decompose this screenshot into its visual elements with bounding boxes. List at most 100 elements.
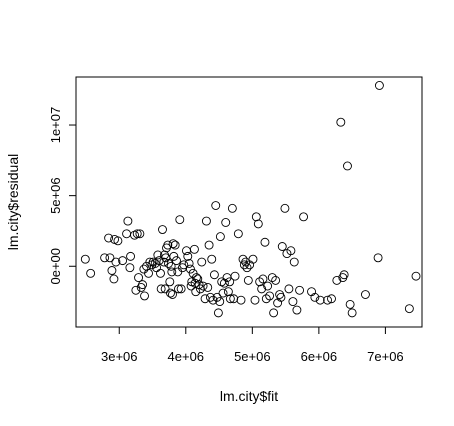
data-point [164,258,173,268]
data-point [134,273,143,283]
data-point [100,253,110,263]
data-point [86,268,96,278]
data-point [339,270,349,280]
data-point [225,294,235,304]
y-axis: 0e+00 5e+06 1e+07 [48,107,77,285]
data-point [130,230,140,240]
data-point [213,308,223,318]
data-point [122,229,132,239]
data-point [255,277,265,287]
data-point [284,284,294,294]
data-point [183,251,193,261]
data-point [207,254,217,264]
data-point [289,257,299,267]
data-point [223,287,233,297]
data-point [191,287,201,297]
data-point [411,271,421,281]
data-point [197,257,207,267]
data-point [332,275,342,285]
data-point [198,281,208,291]
data-point [261,294,271,304]
x-tick-label: 5e+06 [234,349,271,364]
data-point [209,270,219,280]
data-point [218,288,228,298]
data-point [336,117,346,127]
data-point [327,294,336,304]
data-point [105,253,115,263]
data-point [193,274,203,284]
data-point [131,285,141,295]
data-point [159,257,169,267]
data-point [280,203,290,213]
data-point [225,277,235,287]
x-axis: 3e+06 4e+06 5e+06 6e+06 7e+06 [101,326,404,364]
data-point [250,295,260,305]
data-point [295,285,305,295]
data-point [211,201,221,210]
data-point [265,291,275,301]
data-point [238,254,248,264]
data-point [195,284,205,294]
data-point [360,290,370,299]
data-point [80,254,90,264]
data-point [251,212,261,222]
data-point [205,292,215,302]
data-point [257,284,267,294]
data-point [276,292,286,302]
data-point [269,308,279,318]
data-point [343,161,352,171]
data-point [174,284,183,294]
x-tick-label: 3e+06 [101,349,138,364]
data-point [286,246,296,256]
data-point [104,233,114,243]
data-point [347,308,357,318]
data-point [373,253,383,263]
data-point [310,292,320,302]
y-tick-label: 0e+00 [48,248,63,285]
data-point [144,268,153,278]
y-tick-label: 1e+07 [48,107,63,144]
data-point [248,254,258,264]
data-point [153,250,163,260]
data-point [219,278,229,288]
data-point [184,258,194,268]
data-point [182,246,191,256]
data-point [167,267,177,277]
data-points [80,81,421,318]
data-point [175,215,185,225]
data-point [271,275,281,285]
data-point [227,203,237,213]
data-point [189,244,199,254]
data-point [404,304,414,314]
data-point [123,216,133,226]
data-point [229,294,239,304]
data-point [132,229,142,239]
data-point [125,263,135,273]
data-point [140,291,149,301]
data-point [277,242,287,251]
data-point [194,280,204,290]
data-point [179,260,189,270]
data-point [215,297,225,307]
data-point [145,257,155,267]
data-point [253,219,263,229]
data-point [172,256,181,266]
data-point [299,212,309,222]
data-point [236,295,246,305]
data-point [263,281,273,291]
data-point [215,232,225,242]
data-point [243,275,253,285]
data-point [163,240,173,250]
data-point [173,267,183,277]
data-point [165,277,175,287]
data-point [166,288,175,298]
data-point [203,283,213,292]
data-point [176,284,186,294]
data-point [204,240,214,250]
data-point [156,268,165,278]
data-point [230,271,240,281]
data-point [113,236,123,246]
data-point [292,305,302,315]
data-point [136,283,146,292]
